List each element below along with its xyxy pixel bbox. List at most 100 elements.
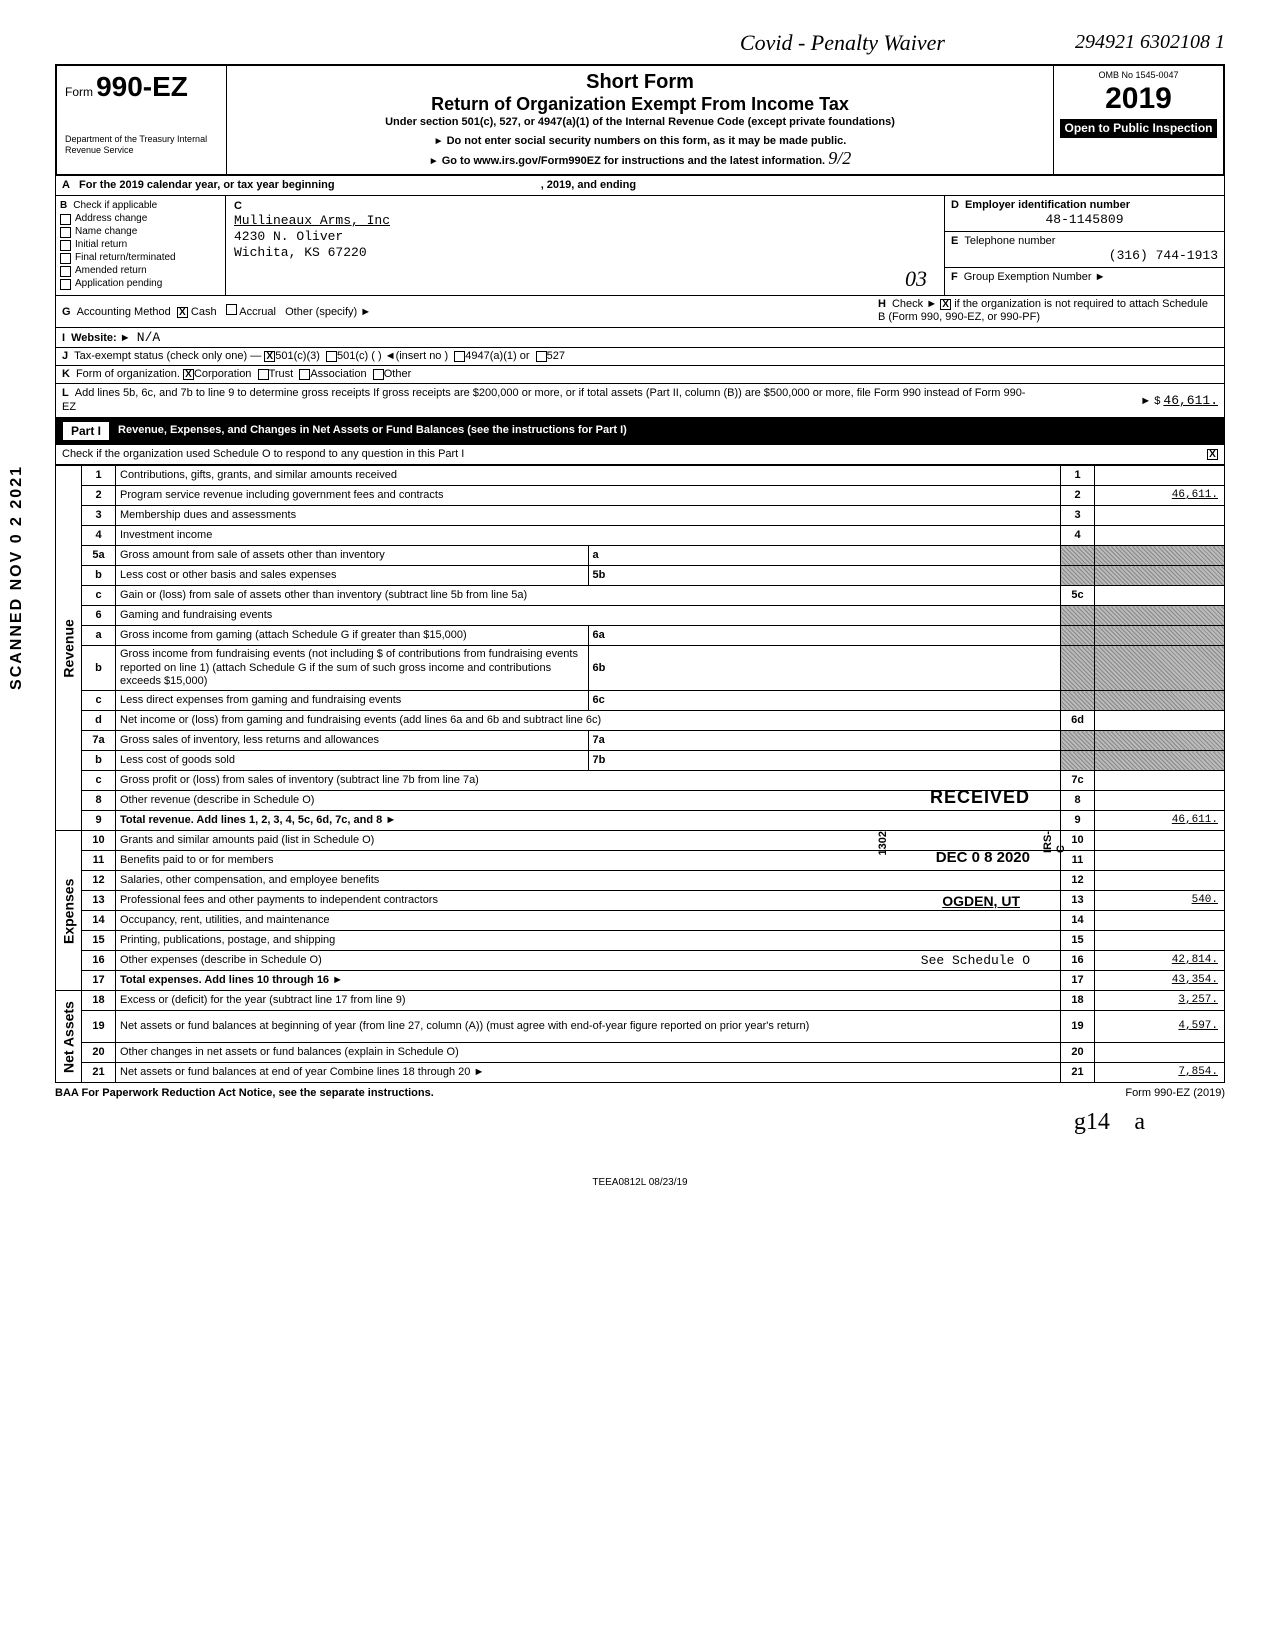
line-13-amt: 540. [1095, 891, 1225, 911]
line-8-label: 8 [1061, 791, 1095, 811]
line-6c-sub: 6c [593, 694, 605, 706]
line-3-label: 3 [1061, 506, 1095, 526]
chk-name-change[interactable] [60, 227, 71, 238]
chk-app-pending[interactable] [60, 279, 71, 290]
line-20-num: 20 [82, 1043, 116, 1063]
k-corp: Corporation [194, 368, 251, 381]
cell-shaded [1095, 546, 1225, 566]
tax-year: 2019 [1058, 81, 1219, 117]
chk-trust[interactable] [258, 369, 269, 380]
return-title: Return of Organization Exempt From Incom… [235, 94, 1045, 116]
ssn-notice: Do not enter social security numbers on … [434, 135, 847, 147]
cell-shaded [1095, 626, 1225, 646]
ein-value: 48-1145809 [951, 212, 1218, 228]
d-label: Employer identification number [965, 199, 1130, 211]
line-15-amt [1095, 931, 1225, 951]
signature-1: g14 [1074, 1109, 1110, 1135]
chk-amended[interactable] [60, 266, 71, 277]
line-5a-desc: Gross amount from sale of assets other t… [116, 546, 589, 566]
cell-shaded [1061, 751, 1095, 771]
line-6a-sub: 6a [593, 629, 605, 641]
short-form-title: Short Form [235, 70, 1045, 94]
line-11-num: 11 [82, 851, 116, 871]
line-6b-sub: 6b [593, 662, 606, 674]
line-4-desc: Investment income [116, 526, 1061, 546]
b-label: Check if applicable [73, 200, 157, 211]
chk-527[interactable] [536, 351, 547, 362]
form-word: Form [65, 85, 93, 99]
line-6b-desc: Gross income from fundraising events (no… [116, 646, 589, 691]
signature-2: a [1134, 1109, 1145, 1135]
org-name: Mullineaux Arms, Inc [234, 213, 936, 229]
line-10-desc: Grants and similar amounts paid (list in… [120, 834, 374, 846]
part1-title: Revenue, Expenses, and Changes in Net As… [118, 424, 627, 437]
line-14-num: 14 [82, 911, 116, 931]
chk-initial-return[interactable] [60, 240, 71, 251]
expenses-side-label: Expenses [56, 831, 82, 991]
line-19-num: 19 [82, 1011, 116, 1043]
k-assoc: Association [310, 368, 366, 381]
line-7b-sub: 7b [593, 754, 606, 766]
subtitle: Under section 501(c), 527, or 4947(a)(1)… [235, 116, 1045, 129]
netassets-side-label: Net Assets [56, 991, 82, 1083]
line-8-num: 8 [82, 791, 116, 811]
line-4-label: 4 [1061, 526, 1095, 546]
line-20-amt [1095, 1043, 1225, 1063]
line-17-desc: Total expenses. Add lines 10 through 16 [120, 974, 329, 986]
chk-address-change[interactable] [60, 214, 71, 225]
teea-code: TEEA0812L 08/23/19 [55, 1177, 1225, 1189]
chk-final-return[interactable] [60, 253, 71, 264]
line-21-label: 21 [1061, 1063, 1095, 1083]
hw-03: 03 [905, 266, 927, 292]
line-8-amt [1095, 791, 1225, 811]
line-7c-num: c [82, 771, 116, 791]
line-5c-amt [1095, 586, 1225, 606]
b-item-2: Initial return [75, 239, 127, 251]
line-19-amt: 4,597. [1095, 1011, 1225, 1043]
part1-table: Revenue 1 Contributions, gifts, grants, … [55, 465, 1225, 1083]
b-item-1: Name change [75, 226, 137, 238]
line-10-amt [1095, 831, 1225, 851]
line-12-desc: Salaries, other compensation, and employ… [116, 871, 1061, 891]
line-5c-num: c [82, 586, 116, 606]
chk-corp[interactable]: X [183, 369, 194, 380]
line-3-num: 3 [82, 506, 116, 526]
line-20-label: 20 [1061, 1043, 1095, 1063]
line-7a-desc: Gross sales of inventory, less returns a… [116, 731, 589, 751]
line-5a-sub: a [593, 549, 599, 561]
line-21-num: 21 [82, 1063, 116, 1083]
chk-other-org[interactable] [373, 369, 384, 380]
chk-assoc[interactable] [299, 369, 310, 380]
chk-accrual[interactable] [226, 304, 237, 315]
line-7c-desc: Gross profit or (loss) from sales of inv… [116, 771, 1061, 791]
cell-shaded [1095, 751, 1225, 771]
row-a-mid: , 2019, and ending [541, 179, 636, 191]
k-label: Form of organization. [76, 368, 180, 381]
b-item-4: Amended return [75, 265, 147, 277]
line-17-label: 17 [1061, 971, 1095, 991]
line-9-num: 9 [82, 811, 116, 831]
j-c3: 501(c)(3) [275, 350, 320, 363]
chk-h[interactable]: X [940, 299, 951, 310]
chk-cash[interactable]: X [177, 307, 188, 318]
chk-part1-schedO[interactable]: X [1207, 449, 1218, 460]
line-6d-num: d [82, 711, 116, 731]
cell-shaded [1095, 646, 1225, 691]
handwritten-numbers: 294921 6302108 1 [1005, 30, 1225, 54]
cell-shaded [1061, 606, 1095, 626]
chk-501c[interactable] [326, 351, 337, 362]
cell-shaded [1095, 731, 1225, 751]
line-11-desc: Benefits paid to or for members [120, 854, 273, 866]
line-6c-num: c [82, 691, 116, 711]
line-12-num: 12 [82, 871, 116, 891]
chk-4947[interactable] [454, 351, 465, 362]
line-6d-amt [1095, 711, 1225, 731]
line-2-amt: 46,611. [1095, 486, 1225, 506]
goto-link: Go to www.irs.gov/Form990EZ for instruct… [429, 155, 825, 167]
chk-501c3[interactable]: X [264, 351, 275, 362]
cell-shaded [1061, 731, 1095, 751]
line-6-desc: Gaming and fundraising events [116, 606, 1061, 626]
i-label: Website: [71, 332, 117, 344]
j-cblank: 501(c) ( ) ◄(insert no ) [337, 350, 448, 363]
line-9-amt: 46,611. [1095, 811, 1225, 831]
